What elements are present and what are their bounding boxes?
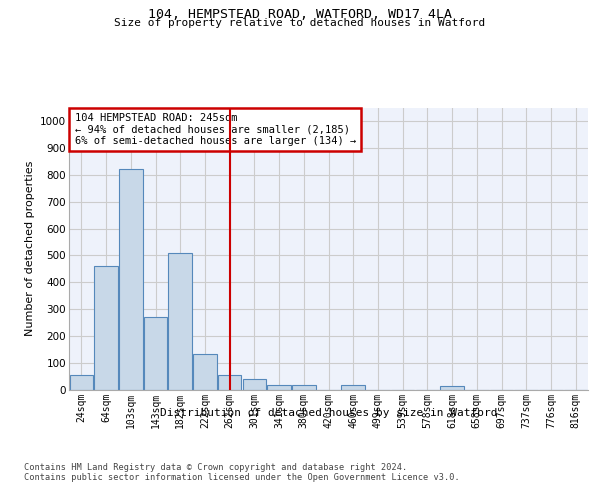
Bar <box>119 170 143 390</box>
Bar <box>242 379 266 390</box>
Bar <box>169 253 192 390</box>
Text: Size of property relative to detached houses in Watford: Size of property relative to detached ho… <box>115 18 485 28</box>
Text: Distribution of detached houses by size in Watford: Distribution of detached houses by size … <box>160 408 497 418</box>
Bar <box>193 354 217 390</box>
Bar <box>94 266 118 390</box>
Text: Contains HM Land Registry data © Crown copyright and database right 2024.
Contai: Contains HM Land Registry data © Crown c… <box>24 462 460 482</box>
Bar <box>218 375 241 390</box>
Bar <box>70 375 93 390</box>
Bar <box>440 386 464 390</box>
Bar <box>292 384 316 390</box>
Bar <box>341 384 365 390</box>
Bar <box>144 318 167 390</box>
Text: 104 HEMPSTEAD ROAD: 245sqm
← 94% of detached houses are smaller (2,185)
6% of se: 104 HEMPSTEAD ROAD: 245sqm ← 94% of deta… <box>74 113 356 146</box>
Bar <box>268 384 291 390</box>
Y-axis label: Number of detached properties: Number of detached properties <box>25 161 35 336</box>
Text: 104, HEMPSTEAD ROAD, WATFORD, WD17 4LA: 104, HEMPSTEAD ROAD, WATFORD, WD17 4LA <box>148 8 452 20</box>
